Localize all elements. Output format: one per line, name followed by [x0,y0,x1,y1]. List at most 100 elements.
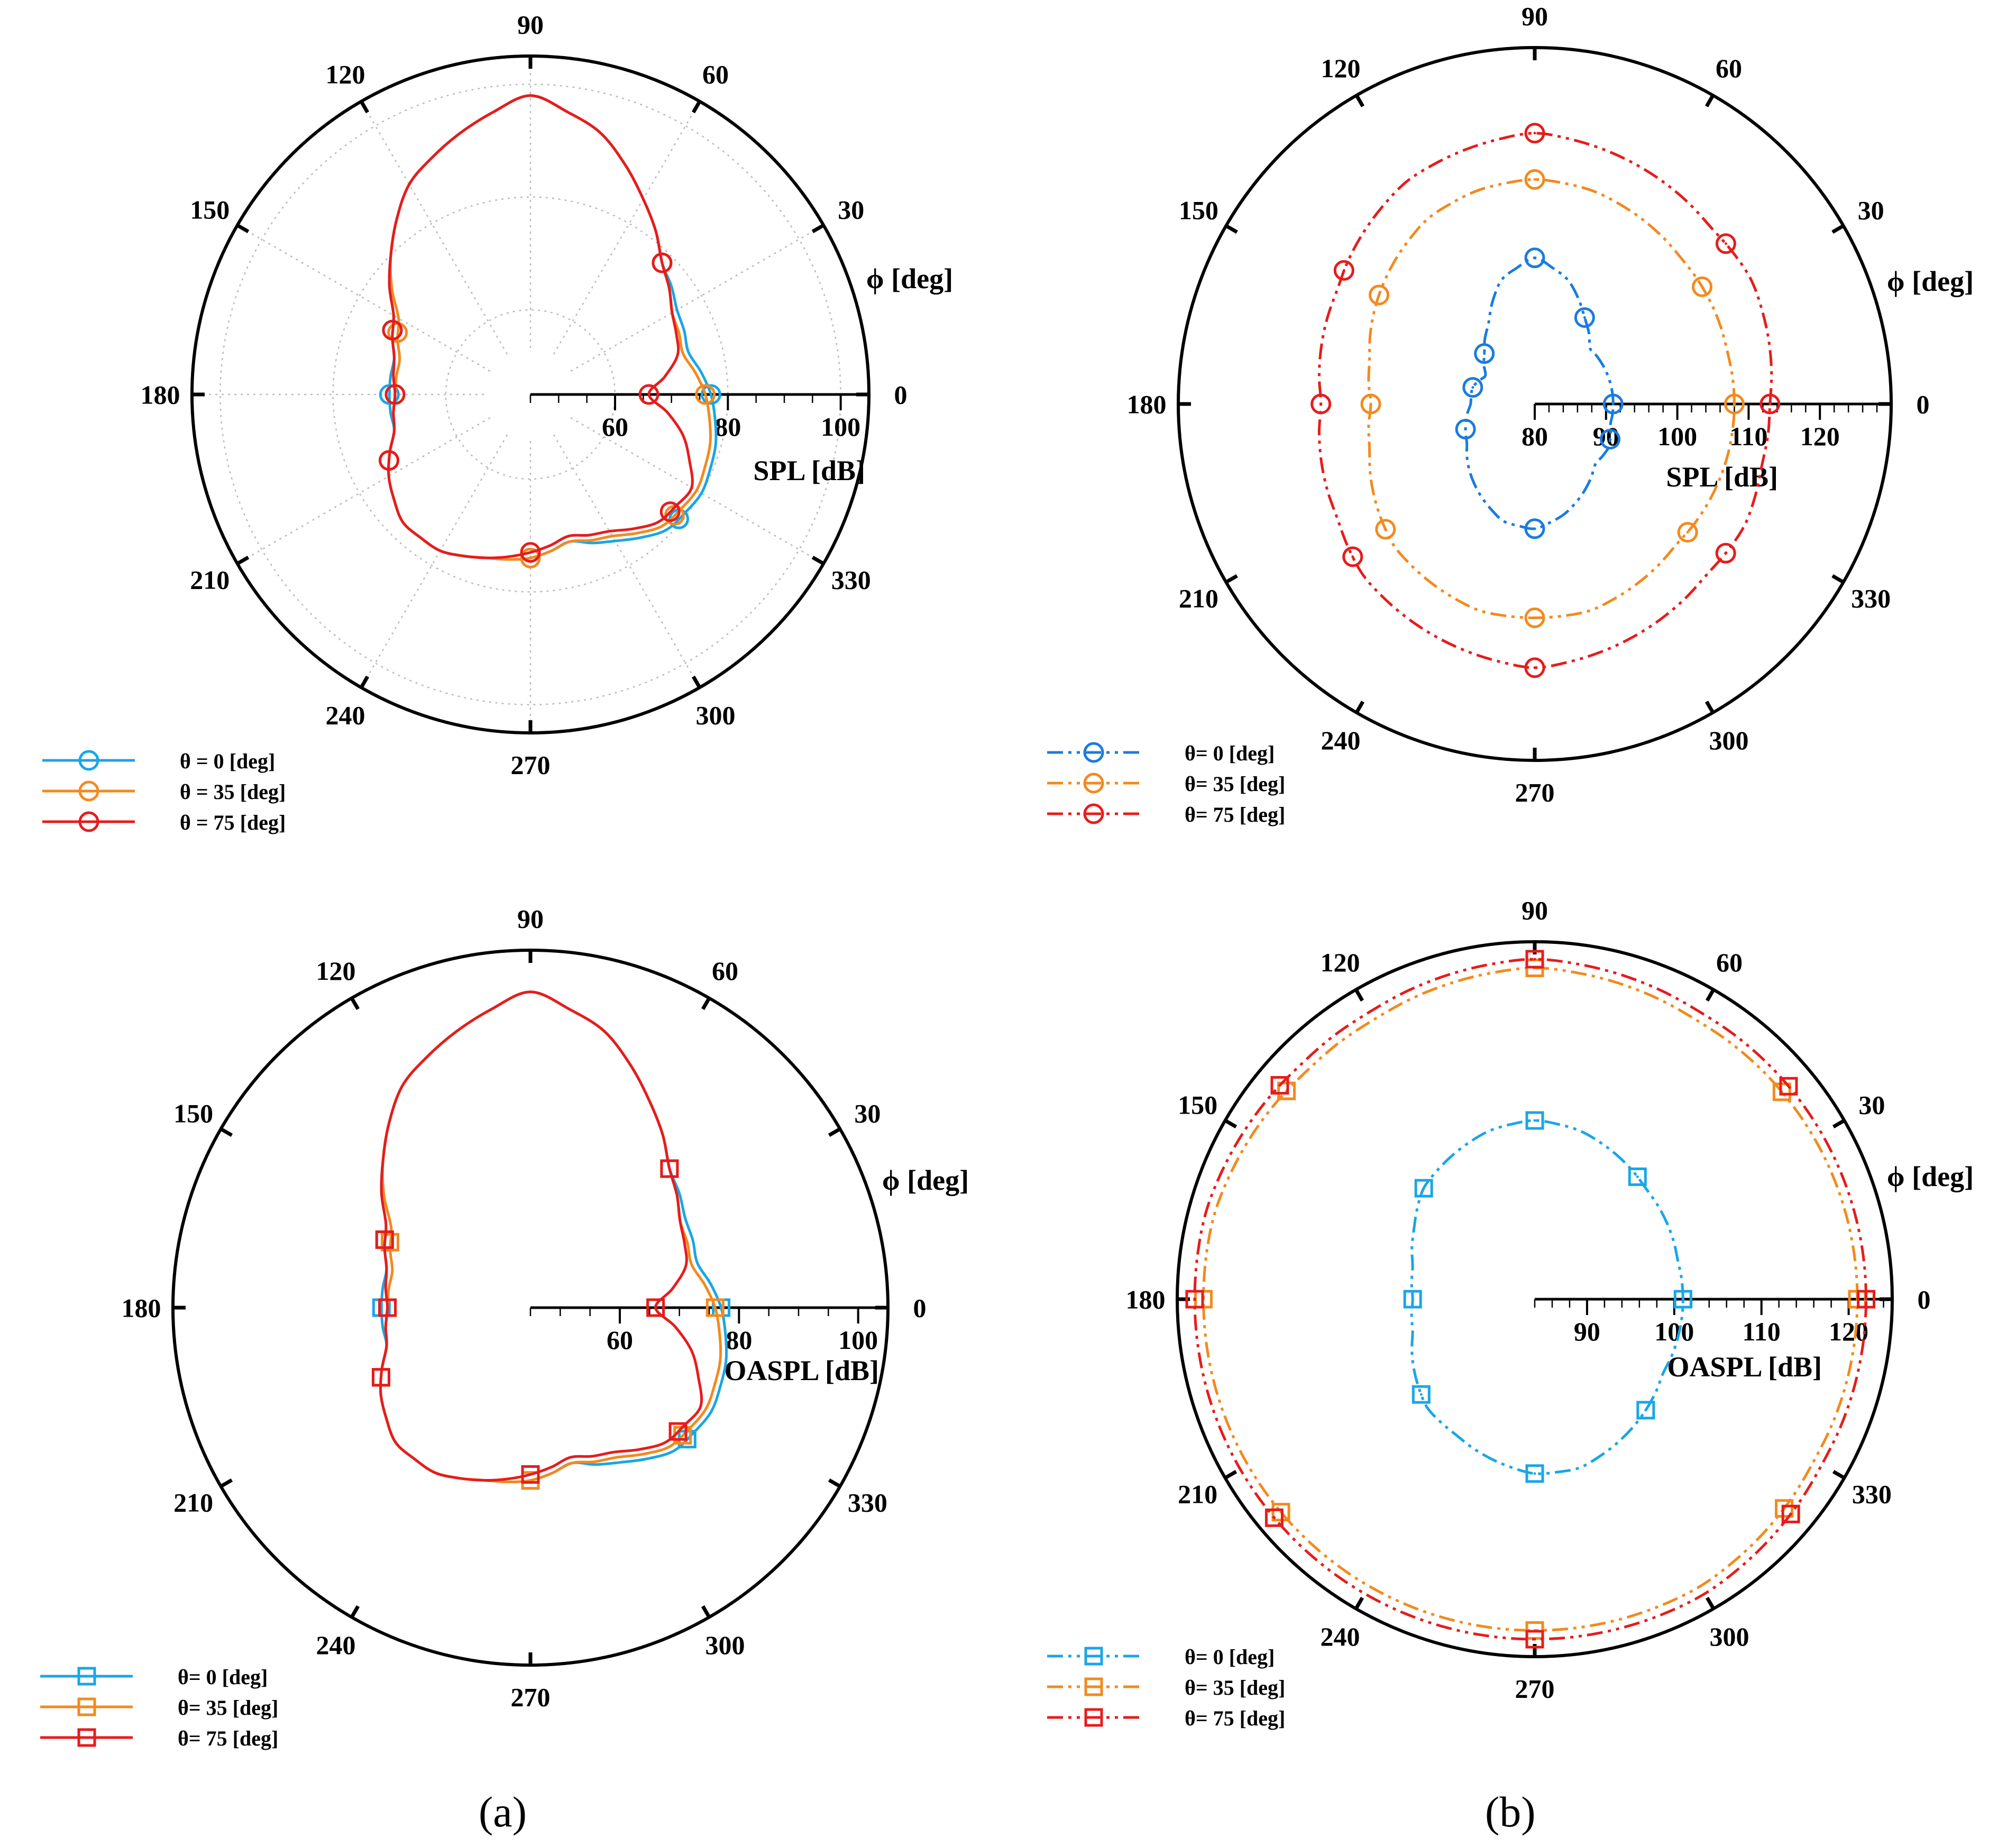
angle-tick-label-60: 60 [702,59,729,89]
angle-tick [1354,1596,1364,1610]
radial-tick-label-120: 120 [1829,1317,1868,1346]
legend-entry-0: θ= 0 [deg] [40,1665,268,1689]
series-0 [371,990,731,1490]
angle-tick [219,1127,233,1137]
angle-tick [1354,988,1364,1002]
legend-entry-0: θ = 0 [deg] [42,749,275,773]
angle-axis-label: ϕ [deg] [1887,265,1974,297]
radial-axis-label: OASPL [dB] [1667,1351,1822,1383]
angle-tick-label-120: 120 [326,59,365,89]
series-marker-90-dot [1533,132,1536,135]
legend-marker [78,811,99,832]
angle-tick-label-180: 180 [141,380,180,410]
series-marker-205 [371,1368,390,1387]
series-marker-220 [1342,546,1363,567]
series-marker-220-dot [1384,528,1387,531]
series-marker-220-dot [1419,1393,1423,1396]
grid-spoke [553,101,701,355]
radial-tick-label-80: 80 [1522,421,1548,451]
series-marker-90-dot [1533,958,1536,961]
series-marker-45 [652,252,673,273]
series-marker-40 [1715,233,1736,254]
series-marker-155 [382,319,403,341]
series-marker-155 [375,1230,394,1249]
angle-tick-label-210: 210 [190,565,230,595]
legend-marker [1083,742,1104,763]
series-marker-0 [1602,393,1624,415]
legend-entry-2: θ= 75 [deg] [40,1726,278,1750]
angle-tick [1224,1469,1238,1480]
series-marker-320 [668,1422,688,1441]
legend-label: θ = 0 [deg] [180,749,275,773]
angle-tick-label-330: 330 [1851,584,1891,613]
angle-tick-label-150: 150 [173,1099,213,1128]
series-marker-40 [1779,1077,1798,1096]
legend-marker-dot [1092,751,1095,754]
series-marker-270-dot [1533,666,1536,669]
angle-tick-label-120: 120 [1321,53,1361,83]
series-marker-0 [638,384,659,405]
legend-marker [77,1697,96,1716]
angle-tick-label-270: 270 [511,1683,551,1712]
series-marker-135-dot [1422,1187,1425,1190]
series-line [379,990,703,1482]
angle-tick [811,555,825,566]
series-marker-0-dot [1768,402,1772,406]
series-line [1464,256,1615,530]
angle-tick-label-150: 150 [1179,196,1218,225]
series-marker-180 [379,384,400,405]
series-marker-315 [1636,1401,1655,1420]
angle-tick-label-120: 120 [316,956,356,986]
series-marker-90-dot [1533,178,1536,181]
polar-panel-top-left-spl: 0 30 60 90 120 150 180 210 240 270 300 330 60 80 100 ϕ … [42,10,953,834]
legend-marker [1084,1708,1103,1727]
polar-panel-bottom-left-oaspl: 0 30 60 90 120 150 180 210 240 270 300 330 60 80 100 ϕ … [40,904,969,1750]
series-marker-90 [1525,1111,1544,1130]
series-marker-322 [1715,543,1736,564]
series-marker-315-dot [1644,1409,1647,1412]
series-marker-320 [1677,522,1698,543]
series-line [379,990,722,1484]
series-marker-200 [1455,419,1476,440]
legend-label: θ= 35 [deg] [178,1696,278,1720]
series-marker-0 [700,384,721,405]
angle-axis-label: ϕ [deg] [866,263,953,295]
angle-tick-label-90: 90 [517,904,544,934]
series-marker-270 [520,547,541,568]
series-marker-140-dot [1278,1084,1281,1087]
legend-marker [1083,773,1104,794]
series-2 [1185,950,1876,1649]
legend-marker [78,780,99,802]
legend-label: θ = 75 [deg] [180,811,286,834]
radial-tick-label-80: 80 [726,1325,752,1355]
angle-tick-label-270: 270 [511,750,551,780]
radial-tick-label-90: 90 [1574,1317,1600,1346]
radial-tick-label-120: 120 [1800,421,1840,451]
legend-marker [1084,1647,1103,1666]
angle-tick [1831,224,1845,234]
grid-spoke [360,434,508,688]
series-2 [371,990,703,1484]
angle-tick [1705,701,1715,714]
legend-label: θ= 0 [deg] [178,1665,268,1689]
angle-tick [1225,574,1238,584]
angle-tick-label-90: 90 [1522,2,1548,31]
series-marker-140 [1270,1076,1289,1095]
radial-axis: 90 100 110 120 [1534,1298,1892,1346]
angle-tick-label-150: 150 [190,195,230,225]
series-marker-0 [705,1298,725,1317]
series-marker-220 [1375,519,1396,540]
series-marker-270 [520,542,541,563]
radial-tick-label-100: 100 [1657,421,1697,451]
angle-tick-label-30: 30 [1858,196,1884,225]
angle-tick-label-0: 0 [913,1293,927,1323]
angle-tick [236,223,250,234]
angle-tick-label-120: 120 [1321,948,1360,977]
series-marker-0-dot [1681,1298,1684,1301]
legend-marker [1084,1677,1103,1696]
series-0 [1403,1111,1692,1483]
radial-tick-label-110: 110 [1743,1317,1781,1346]
angle-tick [359,100,370,114]
angle-tick [1705,988,1716,1002]
series-marker-270 [1525,1630,1544,1649]
